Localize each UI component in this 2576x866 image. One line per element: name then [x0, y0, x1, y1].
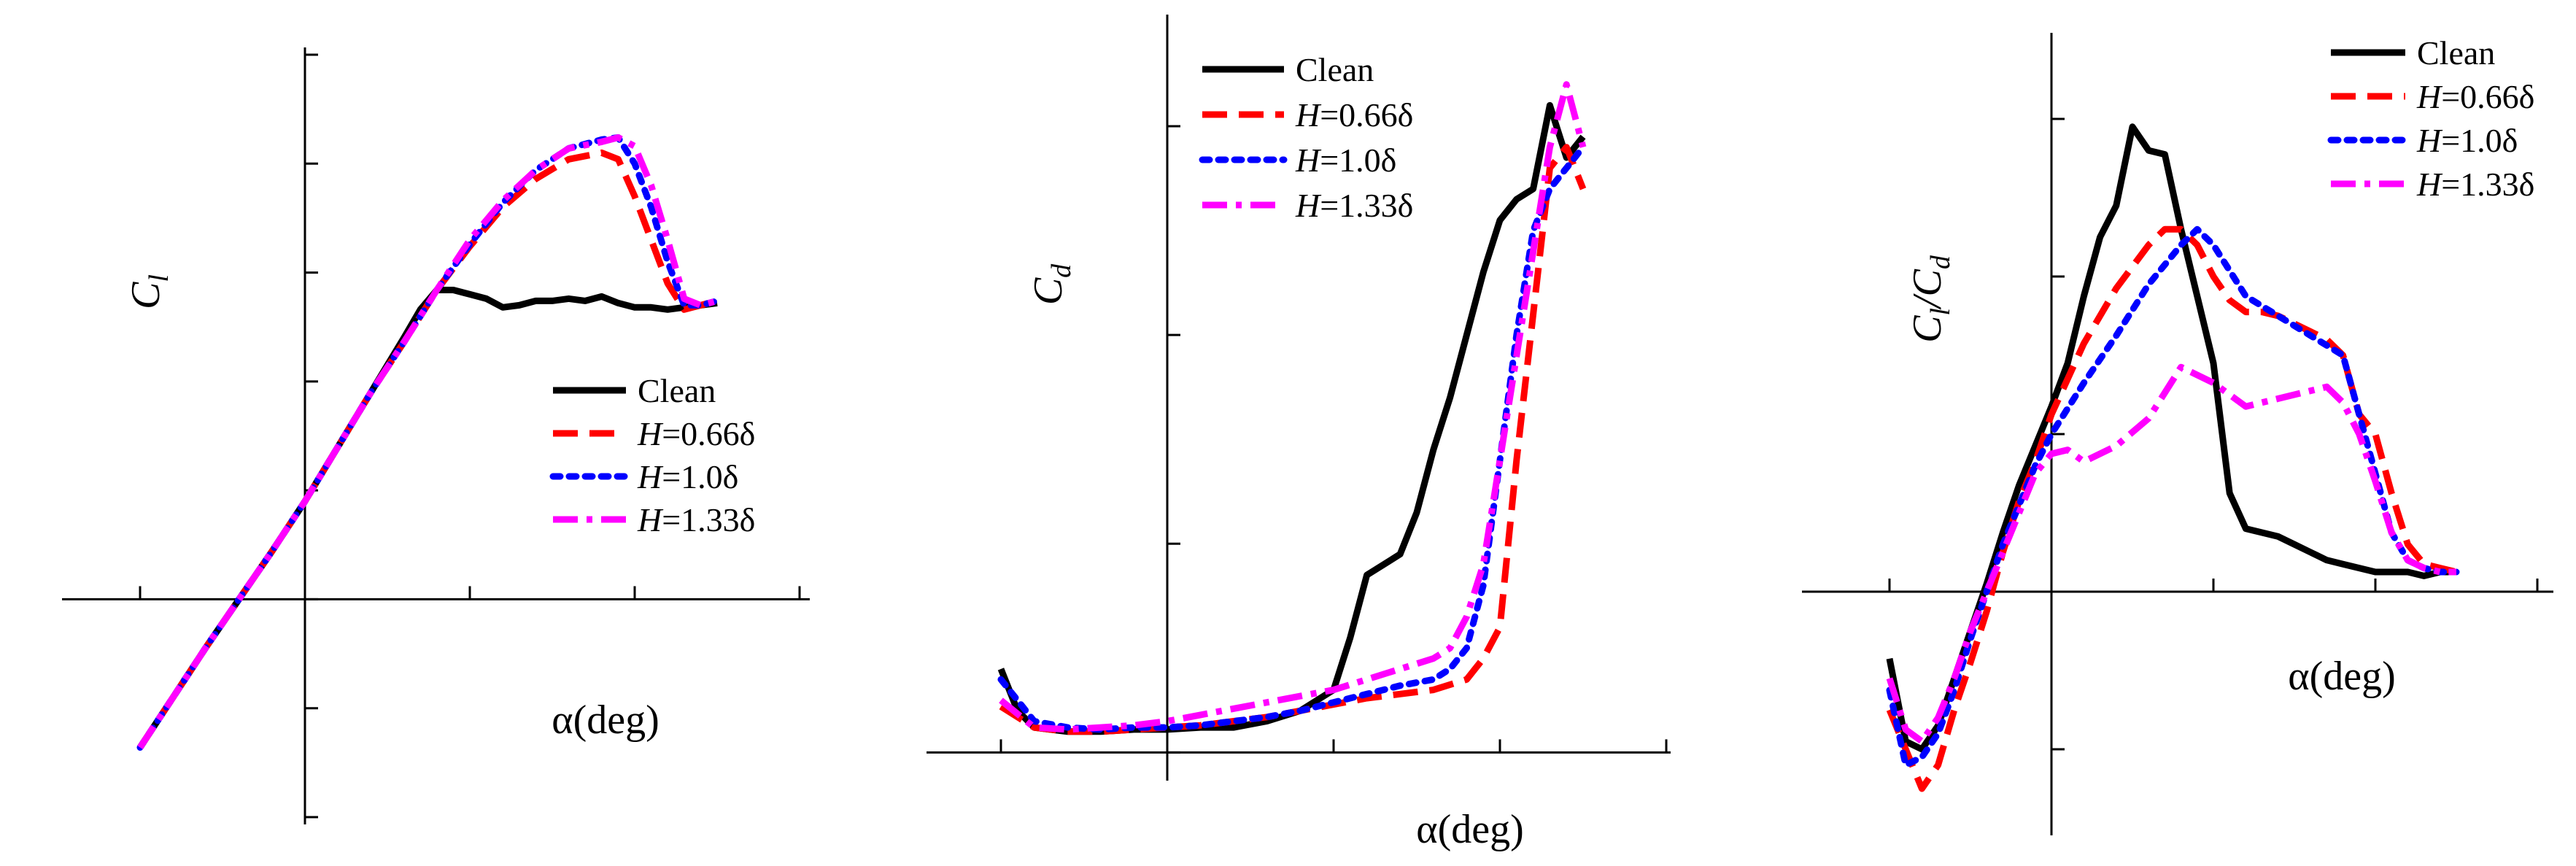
legend-label-3: H=1.0δ [637, 458, 738, 495]
legend: Clean H=0.66δ H=1.0δ H=1.33δ [2327, 34, 2534, 203]
x-axis-title: α(deg) [552, 697, 660, 743]
series-line-4 [137, 134, 719, 749]
x-axis-title: α(deg) [1416, 807, 1524, 852]
series-line-4 [999, 81, 1587, 733]
legend-label-2: H=0.66δ [1295, 96, 1413, 134]
series-line-2 [137, 149, 719, 749]
legend-label-2: H=0.66δ [637, 415, 755, 452]
legend-label-1: Clean [2417, 34, 2495, 71]
x-axis-title: α(deg) [2288, 654, 2396, 699]
chart-panel-1: α(deg) Cl Clean H=0.66δ H=1.0δ H=1.33δ [62, 47, 810, 824]
legend-label-2: H=0.66δ [2416, 78, 2534, 115]
legend: Clean H=0.66δ H=1.0δ H=1.33δ [1199, 51, 1413, 224]
series-line-1 [137, 287, 718, 749]
series-line-4 [1886, 363, 2456, 745]
legend-label-3: H=1.0δ [1295, 142, 1396, 179]
series-line-3 [136, 134, 721, 751]
y-axis-title: Cl/Cd [1905, 255, 1956, 343]
legend-label-1: Clean [638, 372, 716, 409]
legend-label-4: H=1.33δ [637, 501, 755, 538]
chart-panel-2: α(deg) Cd Clean H=0.66δ H=1.0δ H=1.33δ [927, 15, 1671, 852]
y-axis-title: Cd [1026, 263, 1077, 305]
y-axis-title: Cl [123, 274, 174, 309]
legend-label-4: H=1.33δ [2416, 166, 2534, 203]
legend-label-3: H=1.0δ [2416, 122, 2518, 159]
series-line-2 [1886, 225, 2458, 792]
legend-label-4: H=1.33δ [1295, 187, 1413, 224]
legend: Clean H=0.66δ H=1.0δ H=1.33δ [549, 372, 755, 538]
legend-label-1: Clean [1296, 51, 1374, 88]
chart-panel-3: α(deg) Cl/Cd Clean H=0.66δ H=1.0δ H=1.33δ [1802, 33, 2553, 835]
